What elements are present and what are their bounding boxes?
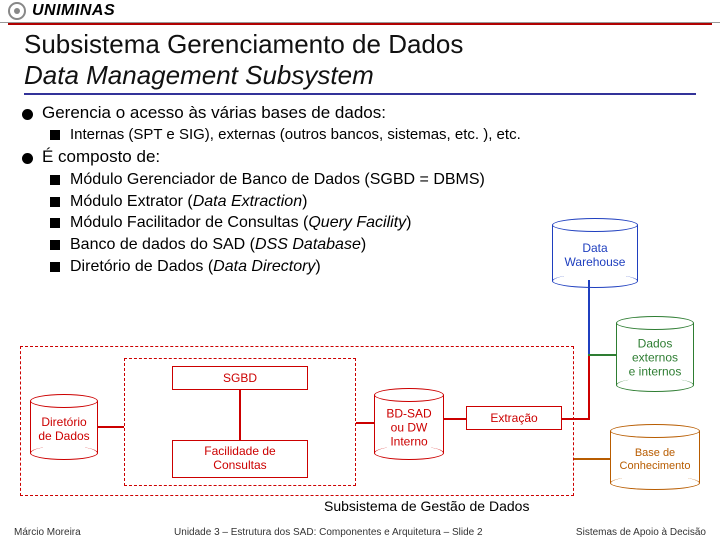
title-block: Subsistema Gerenciamento de Dados Data M… <box>0 27 720 99</box>
diagram-area: SGBD Facilidade de Consultas Diretório d… <box>14 310 706 510</box>
footer-center: Unidade 3 – Estrutura dos SAD: Component… <box>174 527 483 538</box>
line-sgbd-fac <box>239 390 241 440</box>
bullet-1-text: Gerencia o acesso às várias bases de dad… <box>42 103 386 122</box>
cylinder-bdsad: BD-SAD ou DW Interno <box>374 388 444 460</box>
line-bc-h <box>574 458 610 460</box>
line-dw-ext <box>588 280 590 354</box>
line-bdsad-extracao <box>444 418 466 420</box>
cylinder-dados-ext: Dados externos e internos <box>616 316 694 392</box>
line-ext-h1 <box>588 354 616 356</box>
label-extracao: Extração <box>490 411 537 425</box>
label-base-conhec: Base de Conhecimento <box>610 447 700 472</box>
label-dados-ext: Dados externos e internos <box>616 337 694 378</box>
cylinder-base-conhec: Base de Conhecimento <box>610 424 700 490</box>
logo-icon <box>8 2 26 20</box>
box-extracao: Extração <box>466 406 562 430</box>
bullet-1-1: Internas (SPT e SIG), externas (outros b… <box>42 125 700 145</box>
bullet-2-text: É composto de: <box>42 147 160 166</box>
label-bdsad: BD-SAD ou DW Interno <box>374 407 444 448</box>
footer-right: Sistemas de Apoio à Decisão <box>576 527 706 538</box>
header-divider <box>8 23 712 25</box>
cylinder-diretorio: Diretório de Dados <box>30 394 98 460</box>
title-pt: Subsistema Gerenciamento de Dados <box>24 29 696 60</box>
label-sgbd: SGBD <box>223 371 257 385</box>
label-data-warehouse: Data Warehouse <box>552 242 638 270</box>
logo-text: UNIMINAS <box>32 2 115 20</box>
box-facilidade: Facilidade de Consultas <box>172 440 308 478</box>
title-underline <box>24 93 696 95</box>
footer-left: Márcio Moreira <box>14 527 81 538</box>
line-inner-bdsad <box>356 422 374 424</box>
label-diretorio: Diretório de Dados <box>30 416 98 444</box>
label-facilidade: Facilidade de Consultas <box>204 445 275 473</box>
bullet-2-2: Módulo Extrator (Data Extraction) <box>42 191 700 213</box>
slide-header: UNIMINAS <box>0 0 720 23</box>
box-sgbd: SGBD <box>172 366 308 390</box>
diagram-caption: Subsistema de Gestão de Dados <box>324 498 529 514</box>
bullet-1: Gerencia o acesso às várias bases de dad… <box>20 103 700 145</box>
bullet-2-1: Módulo Gerenciador de Banco de Dados (SG… <box>42 169 700 191</box>
line-diretorio-inner <box>98 426 124 428</box>
title-en: Data Management Subsystem <box>24 60 696 91</box>
line-extracao-out1 <box>562 418 590 420</box>
line-extracao-out-v <box>588 354 590 420</box>
slide-footer: Márcio Moreira Unidade 3 – Estrutura dos… <box>0 527 720 538</box>
cylinder-data-warehouse: Data Warehouse <box>552 218 638 288</box>
